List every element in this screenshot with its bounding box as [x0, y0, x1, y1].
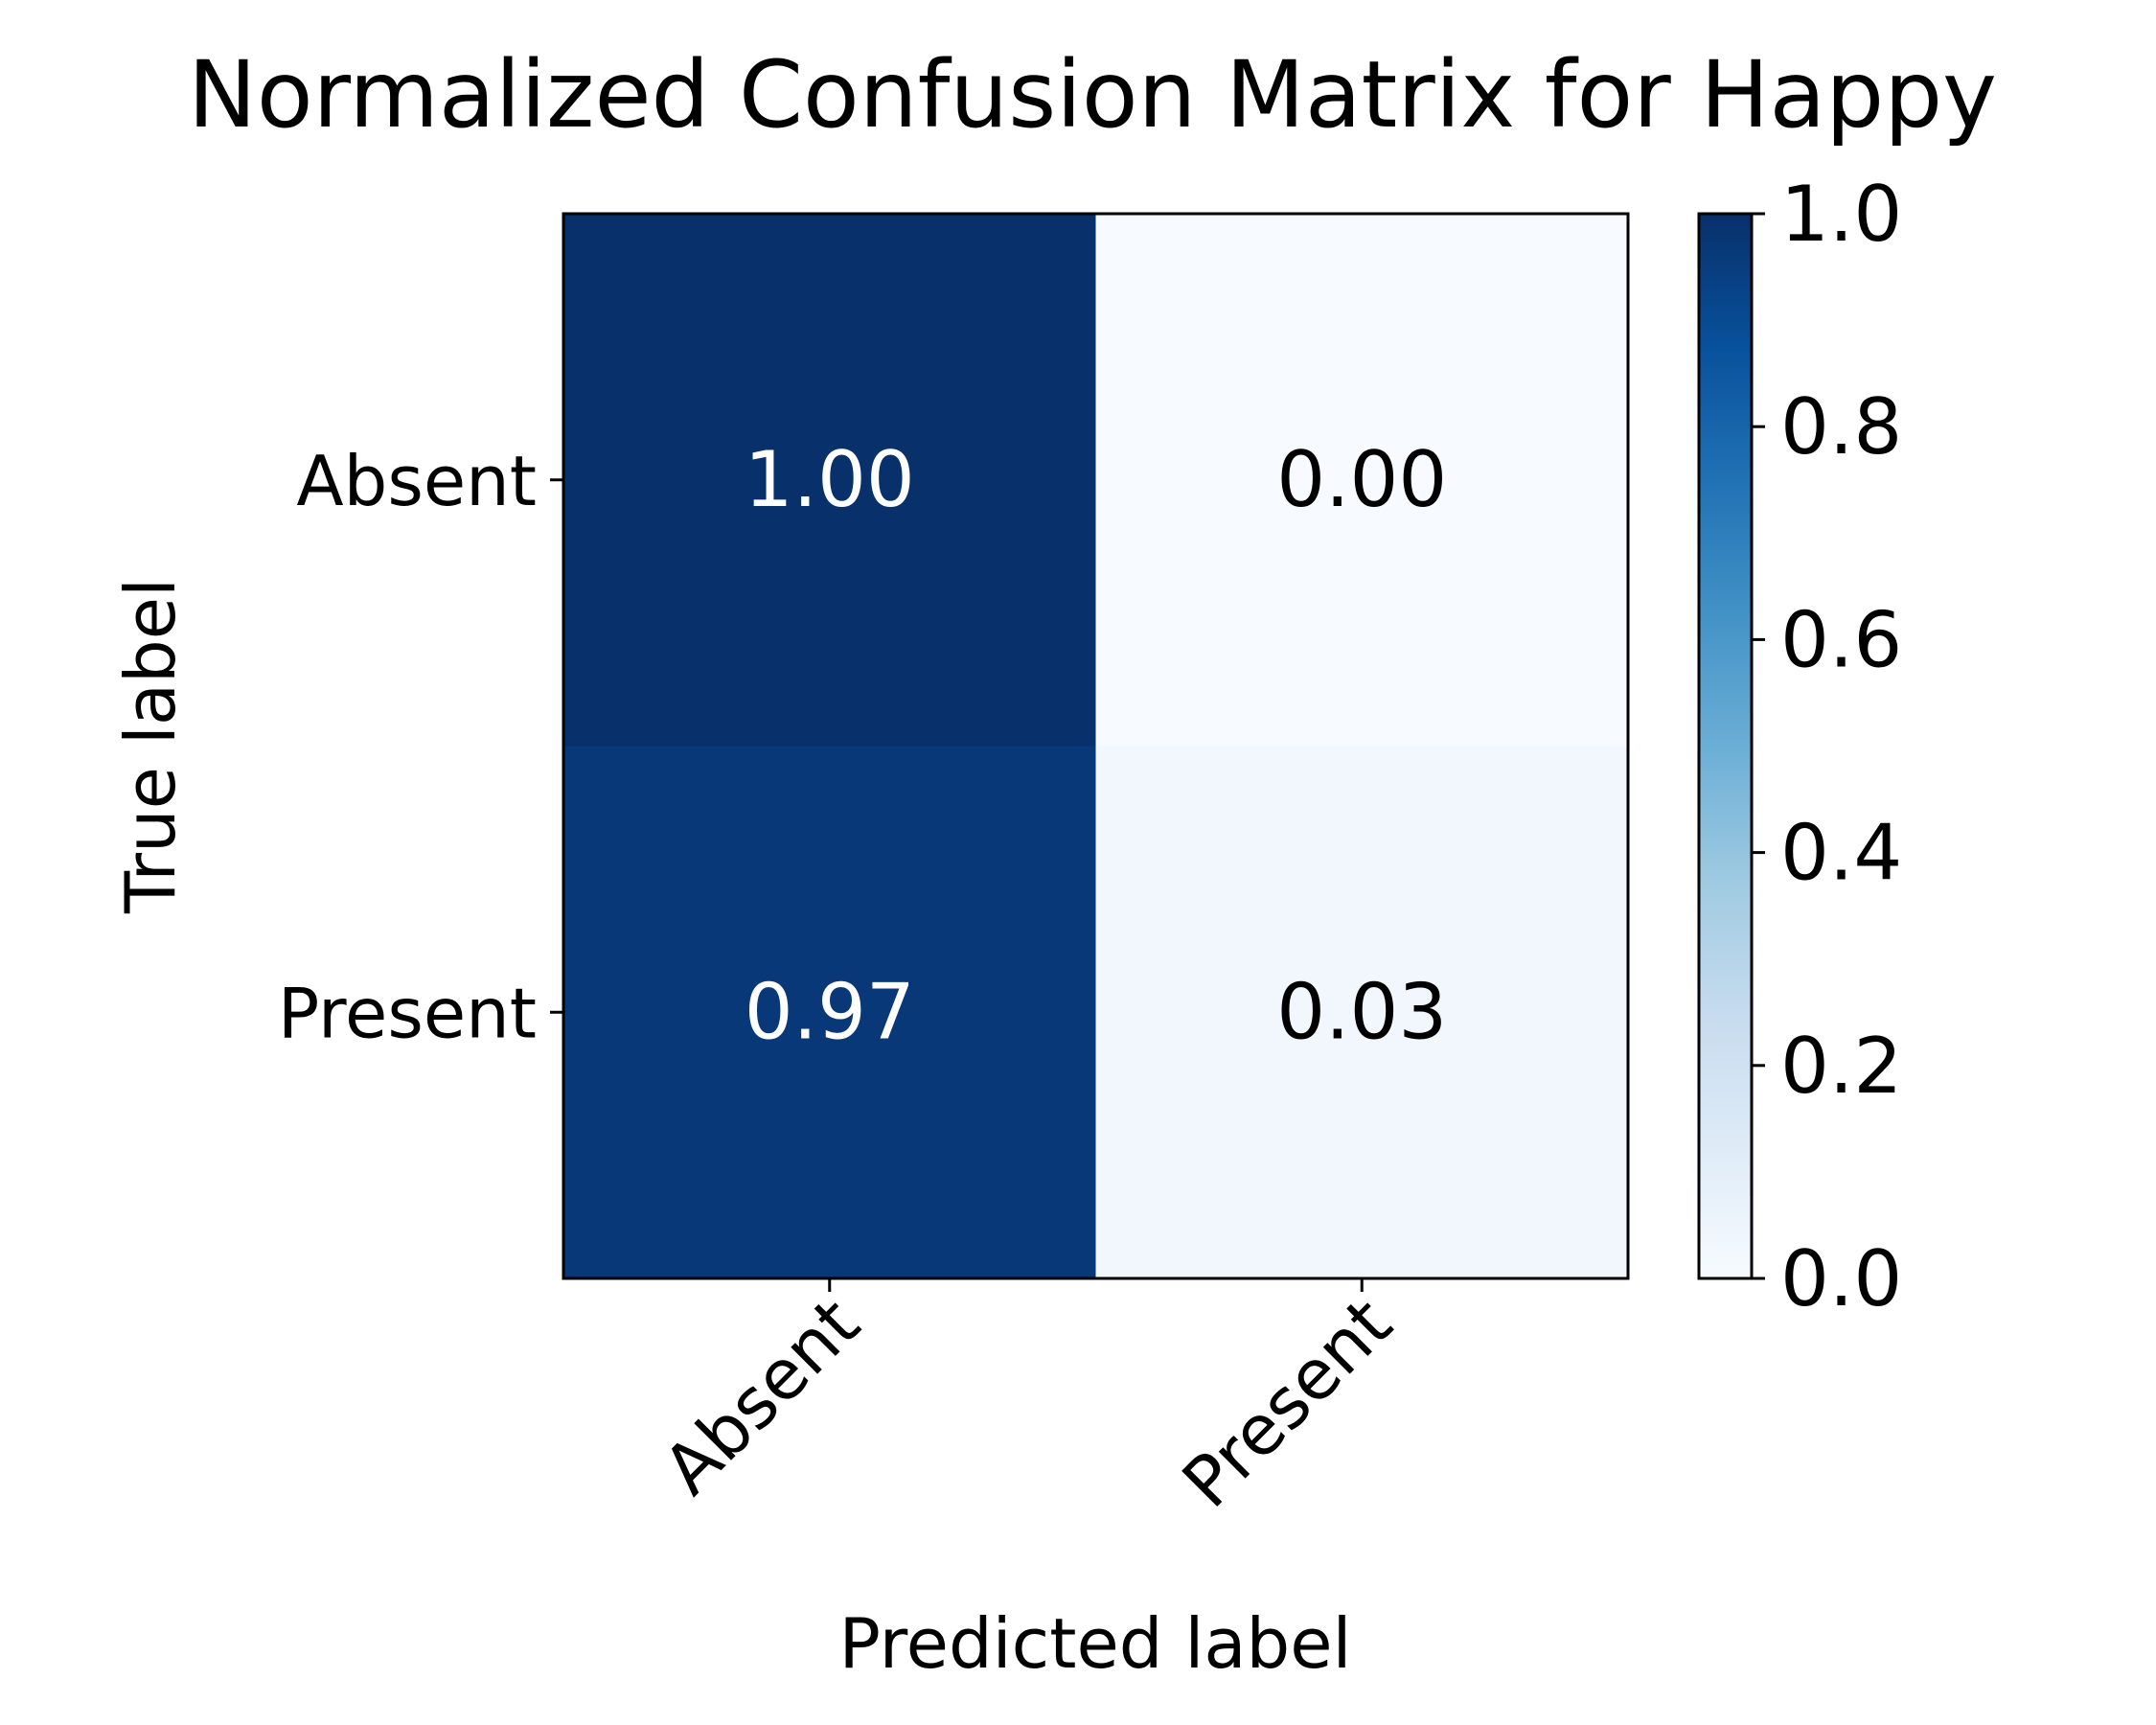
colorbar-tick-label: 1.0	[1780, 170, 1902, 259]
colorbar-tick-label: 0.2	[1780, 1022, 1902, 1111]
y-axis-ticks: Absent Present	[278, 441, 563, 1053]
x-tick-label: Present	[1167, 1283, 1407, 1523]
colorbar-tick-label: 0.0	[1780, 1234, 1902, 1323]
x-axis-ticks: Absent Present	[648, 1278, 1407, 1523]
heatmap-cell-labels: 1.00 0.00 0.97 0.03	[745, 435, 1448, 1057]
cell-value-label: 0.97	[745, 967, 915, 1056]
heatmap-cell	[1095, 214, 1629, 747]
heatmap-cell	[563, 746, 1096, 1279]
colorbar-tick-label: 0.6	[1780, 595, 1902, 684]
colorbar	[1699, 214, 1752, 1278]
y-axis-label: True label	[110, 578, 191, 914]
x-tick-label: Absent	[648, 1283, 875, 1510]
x-axis-label: Predicted label	[838, 1603, 1351, 1684]
plot-area-frame	[562, 212, 1630, 1280]
chart-title: Normalized Confusion Matrix for Happy	[188, 41, 1997, 149]
heatmap-cell	[563, 214, 1096, 747]
colorbar-ticks: 0.0 0.2 0.4 0.6 0.8 1.0	[1752, 170, 1902, 1323]
heatmap-cell	[1095, 746, 1629, 1279]
colorbar-tick-label: 0.4	[1780, 809, 1902, 898]
colorbar-frame	[1697, 212, 1754, 1280]
cell-value-label: 1.00	[745, 435, 915, 524]
cell-value-label: 0.03	[1276, 967, 1447, 1056]
y-tick-label: Present	[278, 973, 537, 1053]
y-tick-label: Absent	[296, 441, 537, 521]
colorbar-tick-label: 0.8	[1780, 382, 1902, 472]
cell-value-label: 0.00	[1276, 435, 1447, 524]
heatmap-cells	[563, 214, 1629, 1279]
